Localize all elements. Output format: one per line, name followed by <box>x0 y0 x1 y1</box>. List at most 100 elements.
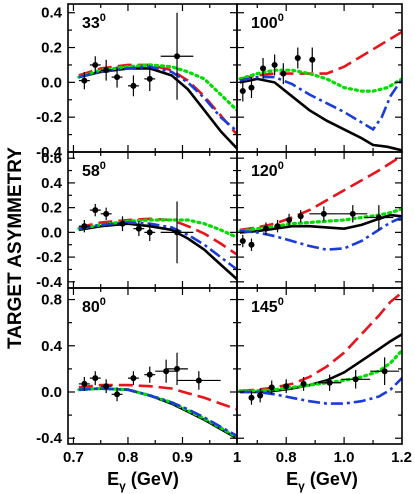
point-marker <box>163 368 170 375</box>
y-tick-label: -0.4 <box>36 430 63 447</box>
point-marker <box>114 391 121 398</box>
curve-blue <box>239 377 402 405</box>
data-point <box>117 216 128 232</box>
curve-red <box>78 63 237 136</box>
point-marker <box>274 223 281 230</box>
angle-degree: 0 <box>278 12 284 24</box>
data-point <box>144 223 156 242</box>
data-point <box>364 205 394 230</box>
data-point <box>100 379 112 394</box>
curve-green <box>77 63 237 112</box>
angle-label: 1200 <box>251 160 284 180</box>
angle-degree: 0 <box>278 296 284 308</box>
point-marker <box>239 88 246 95</box>
x-tick-label: 1.0 <box>334 449 355 466</box>
y-tick-label: 0.4 <box>41 338 63 355</box>
point-marker <box>92 375 99 382</box>
point-marker <box>239 238 246 245</box>
curve-green <box>238 207 402 233</box>
angle-label: 800 <box>82 296 106 316</box>
curve-red <box>239 291 402 393</box>
data-point <box>283 379 290 394</box>
point-marker <box>248 394 255 401</box>
x-axis-title-left-main: E <box>107 469 119 489</box>
point-marker <box>326 379 333 386</box>
panel-frame <box>236 287 403 445</box>
point-marker <box>271 61 278 68</box>
x-axis-title-left-rest: (GeV) <box>126 469 179 489</box>
angle-degree: 0 <box>100 160 106 172</box>
data-point <box>166 352 188 386</box>
point-marker <box>174 229 181 236</box>
data-point <box>100 59 112 81</box>
x-axis-title-left-sub: γ <box>119 479 126 493</box>
data-point <box>248 390 255 405</box>
x-axis-title-right-sub: γ <box>298 479 305 493</box>
y-tick-label: -0.2 <box>36 249 62 266</box>
data-point <box>160 201 194 264</box>
point-marker <box>174 365 181 372</box>
data-point <box>111 387 123 402</box>
angle-degree: 0 <box>100 12 106 24</box>
y-tick-label: 0.8 <box>41 292 62 309</box>
x-axis-title-right-main: E <box>286 469 298 489</box>
point-marker <box>130 82 137 89</box>
data-point <box>260 57 267 79</box>
angle-value: 33 <box>82 15 100 32</box>
panel-33: 330 <box>67 3 238 153</box>
data-point <box>239 80 246 102</box>
point-marker <box>352 376 359 383</box>
data-point <box>271 54 278 76</box>
data-point <box>309 206 339 222</box>
data-point <box>300 376 307 391</box>
point-marker <box>114 74 121 81</box>
panel-120: 1200 <box>236 151 403 289</box>
curve-green <box>238 68 402 93</box>
data-point <box>144 66 156 92</box>
point-marker <box>283 383 290 390</box>
angle-label: 330 <box>82 12 106 32</box>
point-marker <box>300 380 307 387</box>
data-point <box>248 77 255 99</box>
point-marker <box>257 392 264 399</box>
point-marker <box>286 217 293 223</box>
curve-blue <box>78 221 237 271</box>
panel-58: 580 <box>67 151 238 289</box>
data-point <box>160 12 194 100</box>
point-marker <box>320 210 327 217</box>
point-marker <box>119 220 126 227</box>
curves <box>77 383 237 440</box>
angle-label: 580 <box>82 160 106 180</box>
y-tick-label: 0.0 <box>41 384 62 401</box>
y-tick-label: 0.4 <box>41 5 63 22</box>
point-marker <box>130 375 137 382</box>
point-marker <box>103 383 110 390</box>
point-marker <box>92 61 99 68</box>
y-tick-label: 0.6 <box>41 150 62 167</box>
y-tick-label: -0.4 <box>36 144 63 161</box>
data-point <box>127 75 139 97</box>
data-point <box>78 71 90 90</box>
curve-blue <box>239 75 402 132</box>
axis-labels-layer: TARGET ASYMMETRY Eγ (GeV) Eγ (GeV) <box>5 147 358 493</box>
data-point <box>262 222 269 235</box>
x-tick-label: 1.2 <box>391 449 412 466</box>
x-tick-label: 1 <box>233 449 241 466</box>
point-marker <box>260 65 267 72</box>
curve-red <box>239 154 402 232</box>
data-point <box>127 371 139 386</box>
curve-red <box>239 30 402 81</box>
y-tick-label: 0.0 <box>41 224 62 241</box>
point-marker <box>381 368 388 375</box>
point-marker <box>349 210 356 217</box>
point-marker <box>375 214 382 221</box>
data-point <box>155 359 178 383</box>
data-point <box>257 388 264 403</box>
point-marker <box>103 67 110 74</box>
data-point <box>280 63 287 85</box>
y-tick-label: -0.4 <box>36 274 63 291</box>
y-tick-label: 0.2 <box>41 200 62 217</box>
point-marker <box>81 77 88 84</box>
panel-100: 1000 <box>236 3 403 153</box>
